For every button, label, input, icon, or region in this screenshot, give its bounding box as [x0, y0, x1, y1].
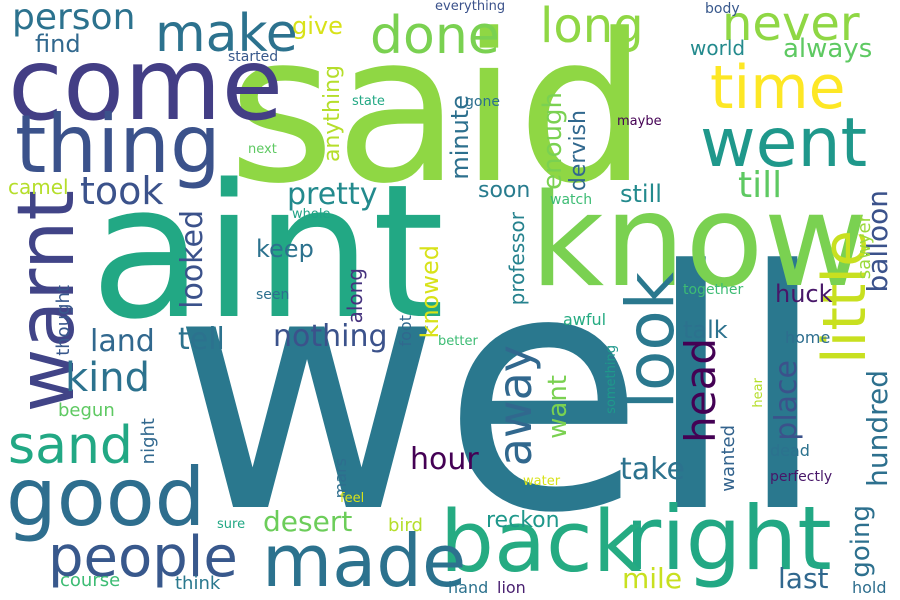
word-look: look [612, 272, 689, 410]
word-watch: watch [550, 192, 593, 208]
word-feel: feel [340, 491, 365, 506]
word-perfectly: perfectly [770, 469, 833, 485]
word-last: last [778, 562, 829, 595]
word-state: state [352, 94, 385, 109]
word-along: along [343, 268, 367, 324]
word-huck: huck [775, 280, 833, 308]
word-dervish: dervish [566, 110, 591, 192]
word-hear: hear [751, 378, 766, 408]
word-well: well [172, 201, 829, 585]
word-hundred: hundred [861, 370, 894, 487]
word-took: took [80, 169, 164, 213]
word-something: something [604, 345, 619, 414]
word-home: home [785, 328, 831, 347]
word-good: good [6, 451, 206, 544]
word-hour: hour [410, 442, 479, 477]
word-right: right [625, 487, 832, 590]
word-think: think [175, 573, 221, 594]
word-soon: soon [478, 178, 531, 203]
word-bird: bird [388, 515, 423, 536]
word-anything: anything [320, 65, 345, 163]
word-said: said [228, 0, 648, 229]
word-sand: sand [8, 416, 133, 476]
word-back: back [440, 493, 642, 592]
word-reckon: reckon [486, 508, 560, 533]
word-aint: aint [90, 144, 445, 360]
word-head: head [676, 338, 725, 443]
word-time: time [710, 53, 846, 123]
word-come: come [8, 26, 284, 143]
word-take: take [620, 452, 685, 487]
word-person: person [12, 0, 136, 38]
word-going: going [846, 505, 876, 578]
word-away: away [488, 345, 542, 467]
word-mile: mile [622, 562, 683, 595]
word-tell: tell [178, 322, 225, 357]
word-make: make [155, 4, 298, 64]
word-sawyer: sawyer [854, 215, 875, 280]
word-place: place [769, 360, 804, 441]
word-course: course [60, 570, 121, 591]
word-nothing: nothing [273, 319, 388, 354]
word-foot: foot [396, 315, 415, 347]
word-talk: talk [683, 316, 728, 344]
word-camel: camel [8, 175, 69, 199]
word-gone: gone [465, 94, 500, 110]
word-never: never [722, 0, 860, 52]
word-land: land [90, 324, 155, 359]
word-looked: looked [175, 210, 210, 309]
word-thing: thing [15, 98, 221, 191]
word-find: find [35, 30, 81, 58]
word-begun: begun [58, 400, 115, 421]
word-water: water [523, 474, 561, 489]
word-knowed: knowed [416, 245, 444, 339]
word-till: till [738, 165, 783, 206]
word-enough: enough [538, 92, 568, 190]
word-went: went [700, 104, 868, 183]
word-long: long [540, 0, 644, 54]
word-professor: professor [505, 212, 529, 306]
word-together: together [683, 282, 744, 298]
word-everything: everything [435, 0, 506, 14]
word-thought: thought [53, 285, 74, 356]
word-started: started [228, 49, 279, 65]
word-keep: keep [256, 235, 314, 263]
word-pretty: pretty [287, 177, 378, 212]
word-sure: sure [217, 517, 246, 532]
word-give: give [292, 12, 343, 40]
word-made: made [262, 519, 467, 600]
word-world: world [690, 36, 746, 60]
word-night: night [138, 418, 159, 465]
word-awful: awful [563, 310, 607, 329]
word-better: better [438, 334, 478, 349]
word-always: always [783, 34, 873, 64]
word-wanted: wanted [718, 425, 739, 492]
word-people: people [48, 525, 238, 590]
word-lion: lion [497, 578, 526, 597]
word-still: still [620, 180, 662, 208]
word-desert: desert [263, 505, 353, 538]
word-want: want [543, 375, 573, 439]
word-whole: whole [292, 207, 331, 222]
word-body: body [705, 1, 740, 17]
word-maybe: maybe [617, 114, 662, 129]
word-know: know [530, 167, 869, 316]
word-kind: kind [65, 355, 151, 401]
word-dead: dead [770, 441, 810, 460]
word-hand: hand [448, 578, 489, 597]
word-hold: hold [852, 578, 887, 597]
word-next: next [248, 142, 277, 157]
word-done: done [370, 6, 500, 66]
word-seen: seen [256, 287, 290, 303]
